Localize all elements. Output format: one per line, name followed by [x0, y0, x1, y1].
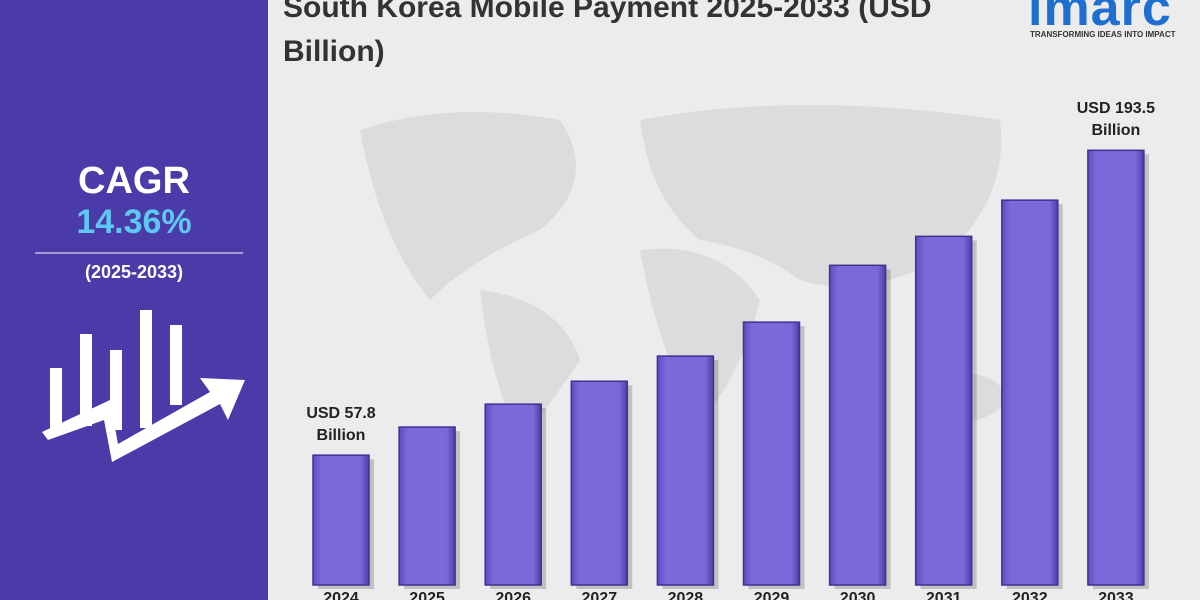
bar — [398, 426, 456, 586]
bar — [570, 380, 629, 586]
chart-title: South Korea Mobile Payment 2025-2033 (US… — [283, 0, 932, 68]
x-tick-label: 2031 — [926, 590, 962, 600]
x-tick-label: 2027 — [582, 590, 618, 600]
bar — [828, 264, 887, 586]
x-tick-label: 2030 — [840, 590, 876, 600]
x-tick-label: 2028 — [668, 590, 704, 600]
map-backdrop — [360, 105, 1010, 440]
bar — [1087, 149, 1145, 586]
x-tick-label: 2033 — [1098, 590, 1134, 600]
bar — [656, 355, 715, 586]
side-panel — [0, 0, 268, 600]
bar — [1001, 199, 1059, 586]
bar — [742, 321, 801, 586]
bar — [312, 454, 370, 586]
x-tick-label: 2026 — [495, 590, 531, 600]
x-tick-label: 2025 — [409, 590, 445, 600]
cagr-label: CAGR — [78, 160, 190, 202]
cagr-period: (2025-2033) — [84, 262, 184, 282]
x-tick-label: 2032 — [1012, 590, 1048, 600]
logo-tagline: TRANSFORMING IDEAS INTO IMPACT — [1030, 30, 1176, 39]
bar — [484, 403, 542, 586]
bar — [914, 235, 973, 586]
value-label: USD 57.8 Billion — [306, 405, 376, 445]
value-label: USD 193.5 Billion — [1076, 100, 1156, 140]
growth-icon — [42, 310, 245, 462]
cagr-value: 14.36% — [76, 203, 192, 241]
x-tick-label: 2024 — [323, 590, 359, 600]
x-tick-label: 2029 — [754, 590, 790, 600]
logo: imarc — [1028, 0, 1172, 37]
